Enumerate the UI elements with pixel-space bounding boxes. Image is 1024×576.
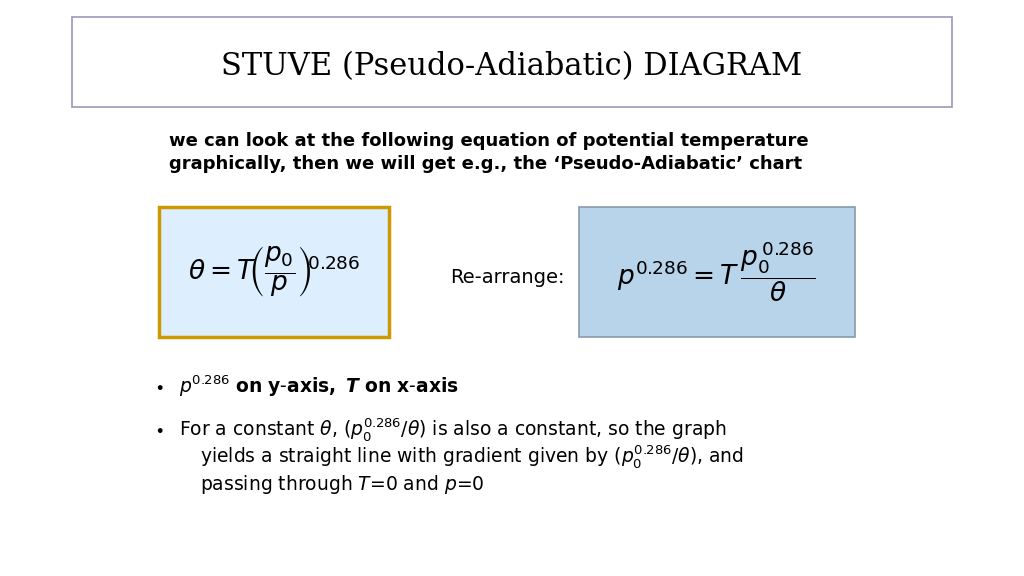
Text: Re-arrange:: Re-arrange:	[450, 268, 564, 287]
Text: $\boldsymbol{p^{0.286}}$ $\mathbf{on\ y\text{-}axis,}$ $\boldsymbol{T}$ $\mathbf: $\boldsymbol{p^{0.286}}$ $\mathbf{on\ y\…	[179, 373, 459, 399]
Text: For a constant $\theta$, ($p_0^{0.286}/\theta$) is also a constant, so the graph: For a constant $\theta$, ($p_0^{0.286}/\…	[179, 416, 727, 442]
FancyBboxPatch shape	[579, 207, 855, 337]
Text: STUVE (Pseudo-Adiabatic) DIAGRAM: STUVE (Pseudo-Adiabatic) DIAGRAM	[221, 51, 803, 82]
Text: yields a straight line with gradient given by ($p_0^{0.286}/\theta$), and: yields a straight line with gradient giv…	[200, 444, 743, 470]
Text: $\theta = T\!\left(\dfrac{p_0}{p}\right)^{\!\!0.286}$: $\theta = T\!\left(\dfrac{p_0}{p}\right)…	[188, 244, 360, 300]
FancyBboxPatch shape	[72, 17, 952, 107]
Text: passing through $T$=0 and $p$=0: passing through $T$=0 and $p$=0	[200, 473, 484, 496]
FancyBboxPatch shape	[159, 207, 389, 337]
Text: $\bullet$: $\bullet$	[154, 377, 164, 395]
Text: graphically, then we will get e.g., the ‘Pseudo-Adiabatic’ chart: graphically, then we will get e.g., the …	[169, 155, 802, 173]
Text: we can look at the following equation of potential temperature: we can look at the following equation of…	[169, 132, 809, 150]
Text: $\bullet$: $\bullet$	[154, 420, 164, 438]
Text: $p^{0.286} = T\,\dfrac{p_0^{\,0.286}}{\theta}$: $p^{0.286} = T\,\dfrac{p_0^{\,0.286}}{\t…	[617, 240, 816, 304]
